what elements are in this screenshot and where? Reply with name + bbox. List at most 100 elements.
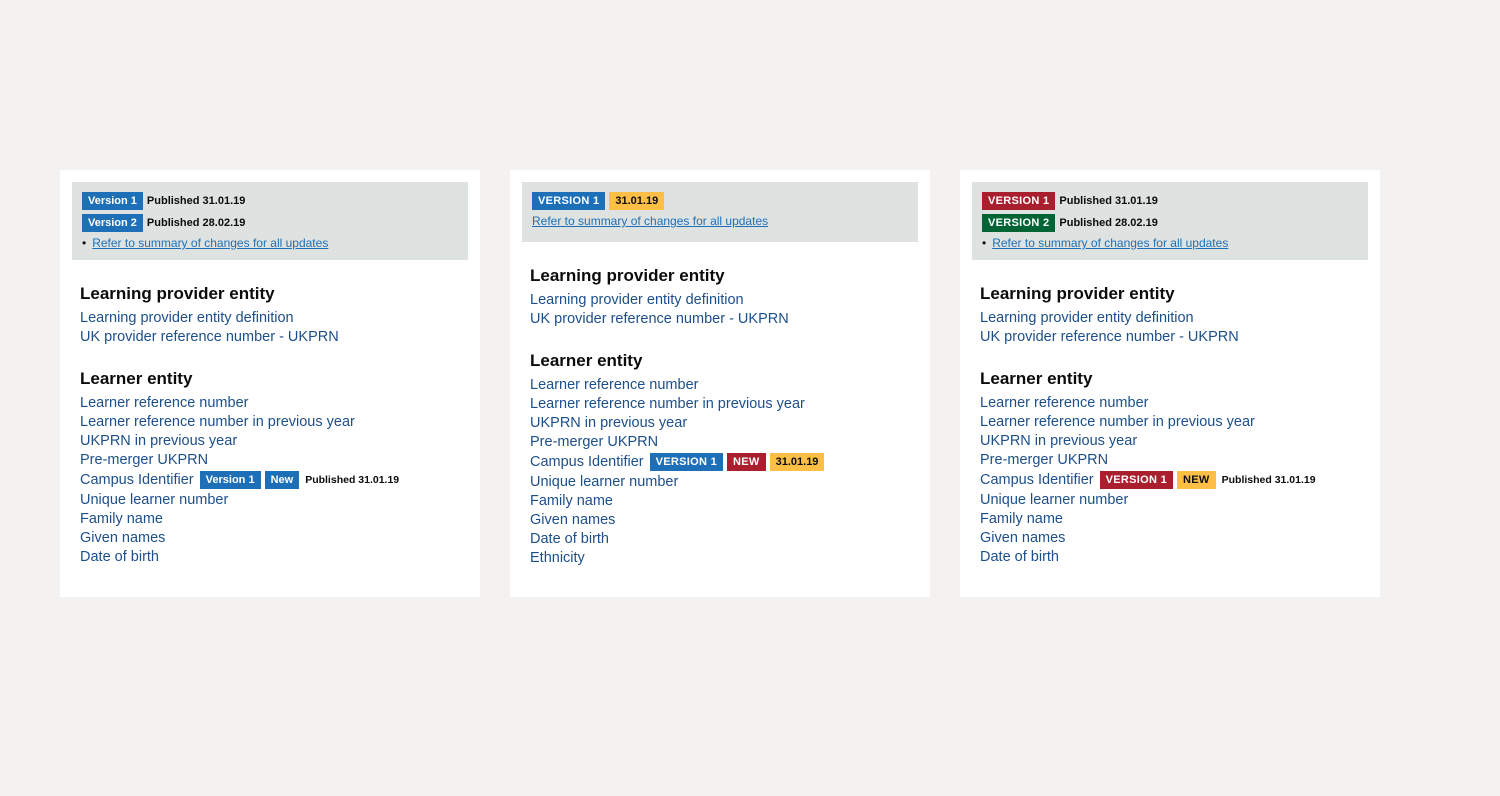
list-item: Pre-merger UKPRN bbox=[980, 452, 1360, 468]
summary-link[interactable]: Refer to summary of changes for all upda… bbox=[992, 236, 1228, 250]
version-badge: VERSION 2 bbox=[982, 214, 1055, 232]
variant-card-2: VERSION 131.01.19 Refer to summary of ch… bbox=[510, 170, 930, 597]
entity-link[interactable]: Learner reference number in previous yea… bbox=[530, 396, 805, 412]
entity-link[interactable]: UK provider reference number - UKPRN bbox=[80, 329, 339, 345]
list-item: Learner reference number bbox=[530, 377, 910, 393]
entity-link[interactable]: Campus Identifier bbox=[530, 454, 644, 470]
list-item: UK provider reference number - UKPRN bbox=[80, 329, 460, 345]
list-item: Learning provider entity definition bbox=[530, 292, 910, 308]
content-section: Learning provider entity Learning provide… bbox=[72, 284, 468, 565]
section-heading: Learning provider entity bbox=[980, 284, 1360, 304]
version-banner: VERSION 131.01.19 Refer to summary of ch… bbox=[522, 182, 918, 242]
entity-link[interactable]: UK provider reference number - UKPRN bbox=[530, 311, 789, 327]
entity-link[interactable]: UKPRN in previous year bbox=[980, 433, 1137, 449]
entity-link[interactable]: Learner reference number bbox=[530, 377, 698, 393]
list-item: Given names bbox=[530, 512, 910, 528]
entity-link[interactable]: Given names bbox=[530, 512, 615, 528]
version-row: Version 2 Published 28.02.19 bbox=[82, 214, 458, 232]
bullet-icon: • bbox=[982, 236, 986, 250]
section-heading: Learning provider entity bbox=[530, 266, 910, 286]
entity-link[interactable]: Date of birth bbox=[530, 531, 609, 547]
inline-badge: New bbox=[265, 471, 300, 489]
list-item: UK provider reference number - UKPRN bbox=[980, 329, 1360, 345]
version-badge: VERSION 1 bbox=[532, 192, 605, 210]
inline-badge: Version 1 bbox=[200, 471, 261, 489]
inline-badge: NEW bbox=[727, 453, 766, 471]
version-row: VERSION 2 Published 28.02.19 bbox=[982, 214, 1358, 232]
entity-link[interactable]: Date of birth bbox=[980, 549, 1059, 565]
entity-link[interactable]: Pre-merger UKPRN bbox=[80, 452, 208, 468]
list-item: Date of birth bbox=[980, 549, 1360, 565]
summary-link[interactable]: Refer to summary of changes for all upda… bbox=[92, 236, 328, 250]
content-section: Learning provider entity Learning provide… bbox=[522, 266, 918, 566]
entity-link[interactable]: UKPRN in previous year bbox=[80, 433, 237, 449]
entity-link[interactable]: Family name bbox=[530, 493, 613, 509]
inline-badges: VERSION 1NEW31.01.19 bbox=[650, 453, 825, 471]
published-meta: Published 28.02.19 bbox=[1059, 217, 1157, 229]
list-item: Learner reference number in previous yea… bbox=[530, 396, 910, 412]
list-item: Pre-merger UKPRN bbox=[80, 452, 460, 468]
list-item: Learner reference number in previous yea… bbox=[980, 414, 1360, 430]
list-item: UKPRN in previous year bbox=[80, 433, 460, 449]
entity-link[interactable]: Family name bbox=[80, 511, 163, 527]
entity-link[interactable]: UK provider reference number - UKPRN bbox=[980, 329, 1239, 345]
entity-link[interactable]: Campus Identifier bbox=[980, 472, 1094, 488]
entity-link[interactable]: Given names bbox=[980, 530, 1065, 546]
published-meta: Published 28.02.19 bbox=[147, 217, 245, 229]
entity-link[interactable]: Pre-merger UKPRN bbox=[530, 434, 658, 450]
list-item: Campus Identifier VERSION 1NEW Published 3… bbox=[980, 471, 1360, 489]
list-item: Pre-merger UKPRN bbox=[530, 434, 910, 450]
entity-link[interactable]: Learning provider entity definition bbox=[530, 292, 744, 308]
list-item: Learning provider entity definition bbox=[80, 310, 460, 326]
entity-link[interactable]: Learning provider entity definition bbox=[980, 310, 1194, 326]
list-item: Family name bbox=[980, 511, 1360, 527]
inline-badge: NEW bbox=[1177, 471, 1216, 489]
entity-link[interactable]: Unique learner number bbox=[80, 492, 228, 508]
list-item: Unique learner number bbox=[980, 492, 1360, 508]
entity-link[interactable]: Learning provider entity definition bbox=[80, 310, 294, 326]
date-badge: 31.01.19 bbox=[609, 192, 664, 210]
summary-link[interactable]: Refer to summary of changes for all upda… bbox=[532, 214, 768, 228]
entity-link[interactable]: Learner reference number in previous yea… bbox=[80, 414, 355, 430]
section-heading: Learner entity bbox=[80, 369, 460, 389]
list-item: Date of birth bbox=[530, 531, 910, 547]
entity-link[interactable]: Campus Identifier bbox=[80, 472, 194, 488]
variant-card-1: Version 1Published 31.01.19Version 2Publ… bbox=[60, 170, 480, 597]
variant-card-3: VERSION 1 Published 31.01.19 VERSION 2 Publ… bbox=[960, 170, 1380, 597]
entity-link[interactable]: Learner reference number bbox=[80, 395, 248, 411]
entity-link[interactable]: Pre-merger UKPRN bbox=[980, 452, 1108, 468]
version-badge: Version 1 bbox=[82, 192, 143, 210]
entity-link[interactable]: Unique learner number bbox=[530, 474, 678, 490]
entity-link[interactable]: Learner reference number bbox=[980, 395, 1148, 411]
entity-link[interactable]: Ethnicity bbox=[530, 550, 585, 566]
section-heading: Learner entity bbox=[980, 369, 1360, 389]
entity-link[interactable]: Unique learner number bbox=[980, 492, 1128, 508]
entity-link[interactable]: UKPRN in previous year bbox=[530, 415, 687, 431]
entity-link[interactable]: Date of birth bbox=[80, 549, 159, 565]
entity-link[interactable]: Family name bbox=[980, 511, 1063, 527]
entity-link[interactable]: Learner reference number in previous yea… bbox=[980, 414, 1255, 430]
inline-badge: VERSION 1 bbox=[650, 453, 723, 471]
section-heading: Learning provider entity bbox=[80, 284, 460, 304]
list-item: Date of birth bbox=[80, 549, 460, 565]
bullet-icon: • bbox=[82, 236, 86, 250]
version-banner: Version 1Published 31.01.19Version 2Publ… bbox=[72, 182, 468, 260]
list-item: UKPRN in previous year bbox=[980, 433, 1360, 449]
summary-line: • Refer to summary of changes for all upd… bbox=[82, 236, 458, 250]
published-inline: Published 31.01.19 bbox=[1222, 474, 1316, 486]
list-item: Learner reference number bbox=[980, 395, 1360, 411]
list-item: Unique learner number bbox=[530, 474, 910, 490]
inline-badge: 31.01.19 bbox=[770, 453, 825, 471]
entity-link[interactable]: Given names bbox=[80, 530, 165, 546]
list-item: Learner reference number in previous yea… bbox=[80, 414, 460, 430]
list-item: UK provider reference number - UKPRN bbox=[530, 311, 910, 327]
inline-badge: VERSION 1 bbox=[1100, 471, 1173, 489]
published-meta: Published 31.01.19 bbox=[1059, 195, 1157, 207]
summary-line: • Refer to summary of changes for all upd… bbox=[982, 236, 1358, 250]
version-badge: VERSION 1 bbox=[982, 192, 1055, 210]
list-item: Learning provider entity definition bbox=[980, 310, 1360, 326]
inline-badges: VERSION 1NEW bbox=[1100, 471, 1216, 489]
version-badge: Version 2 bbox=[82, 214, 143, 232]
list-item: Given names bbox=[80, 530, 460, 546]
section-heading: Learner entity bbox=[530, 351, 910, 371]
